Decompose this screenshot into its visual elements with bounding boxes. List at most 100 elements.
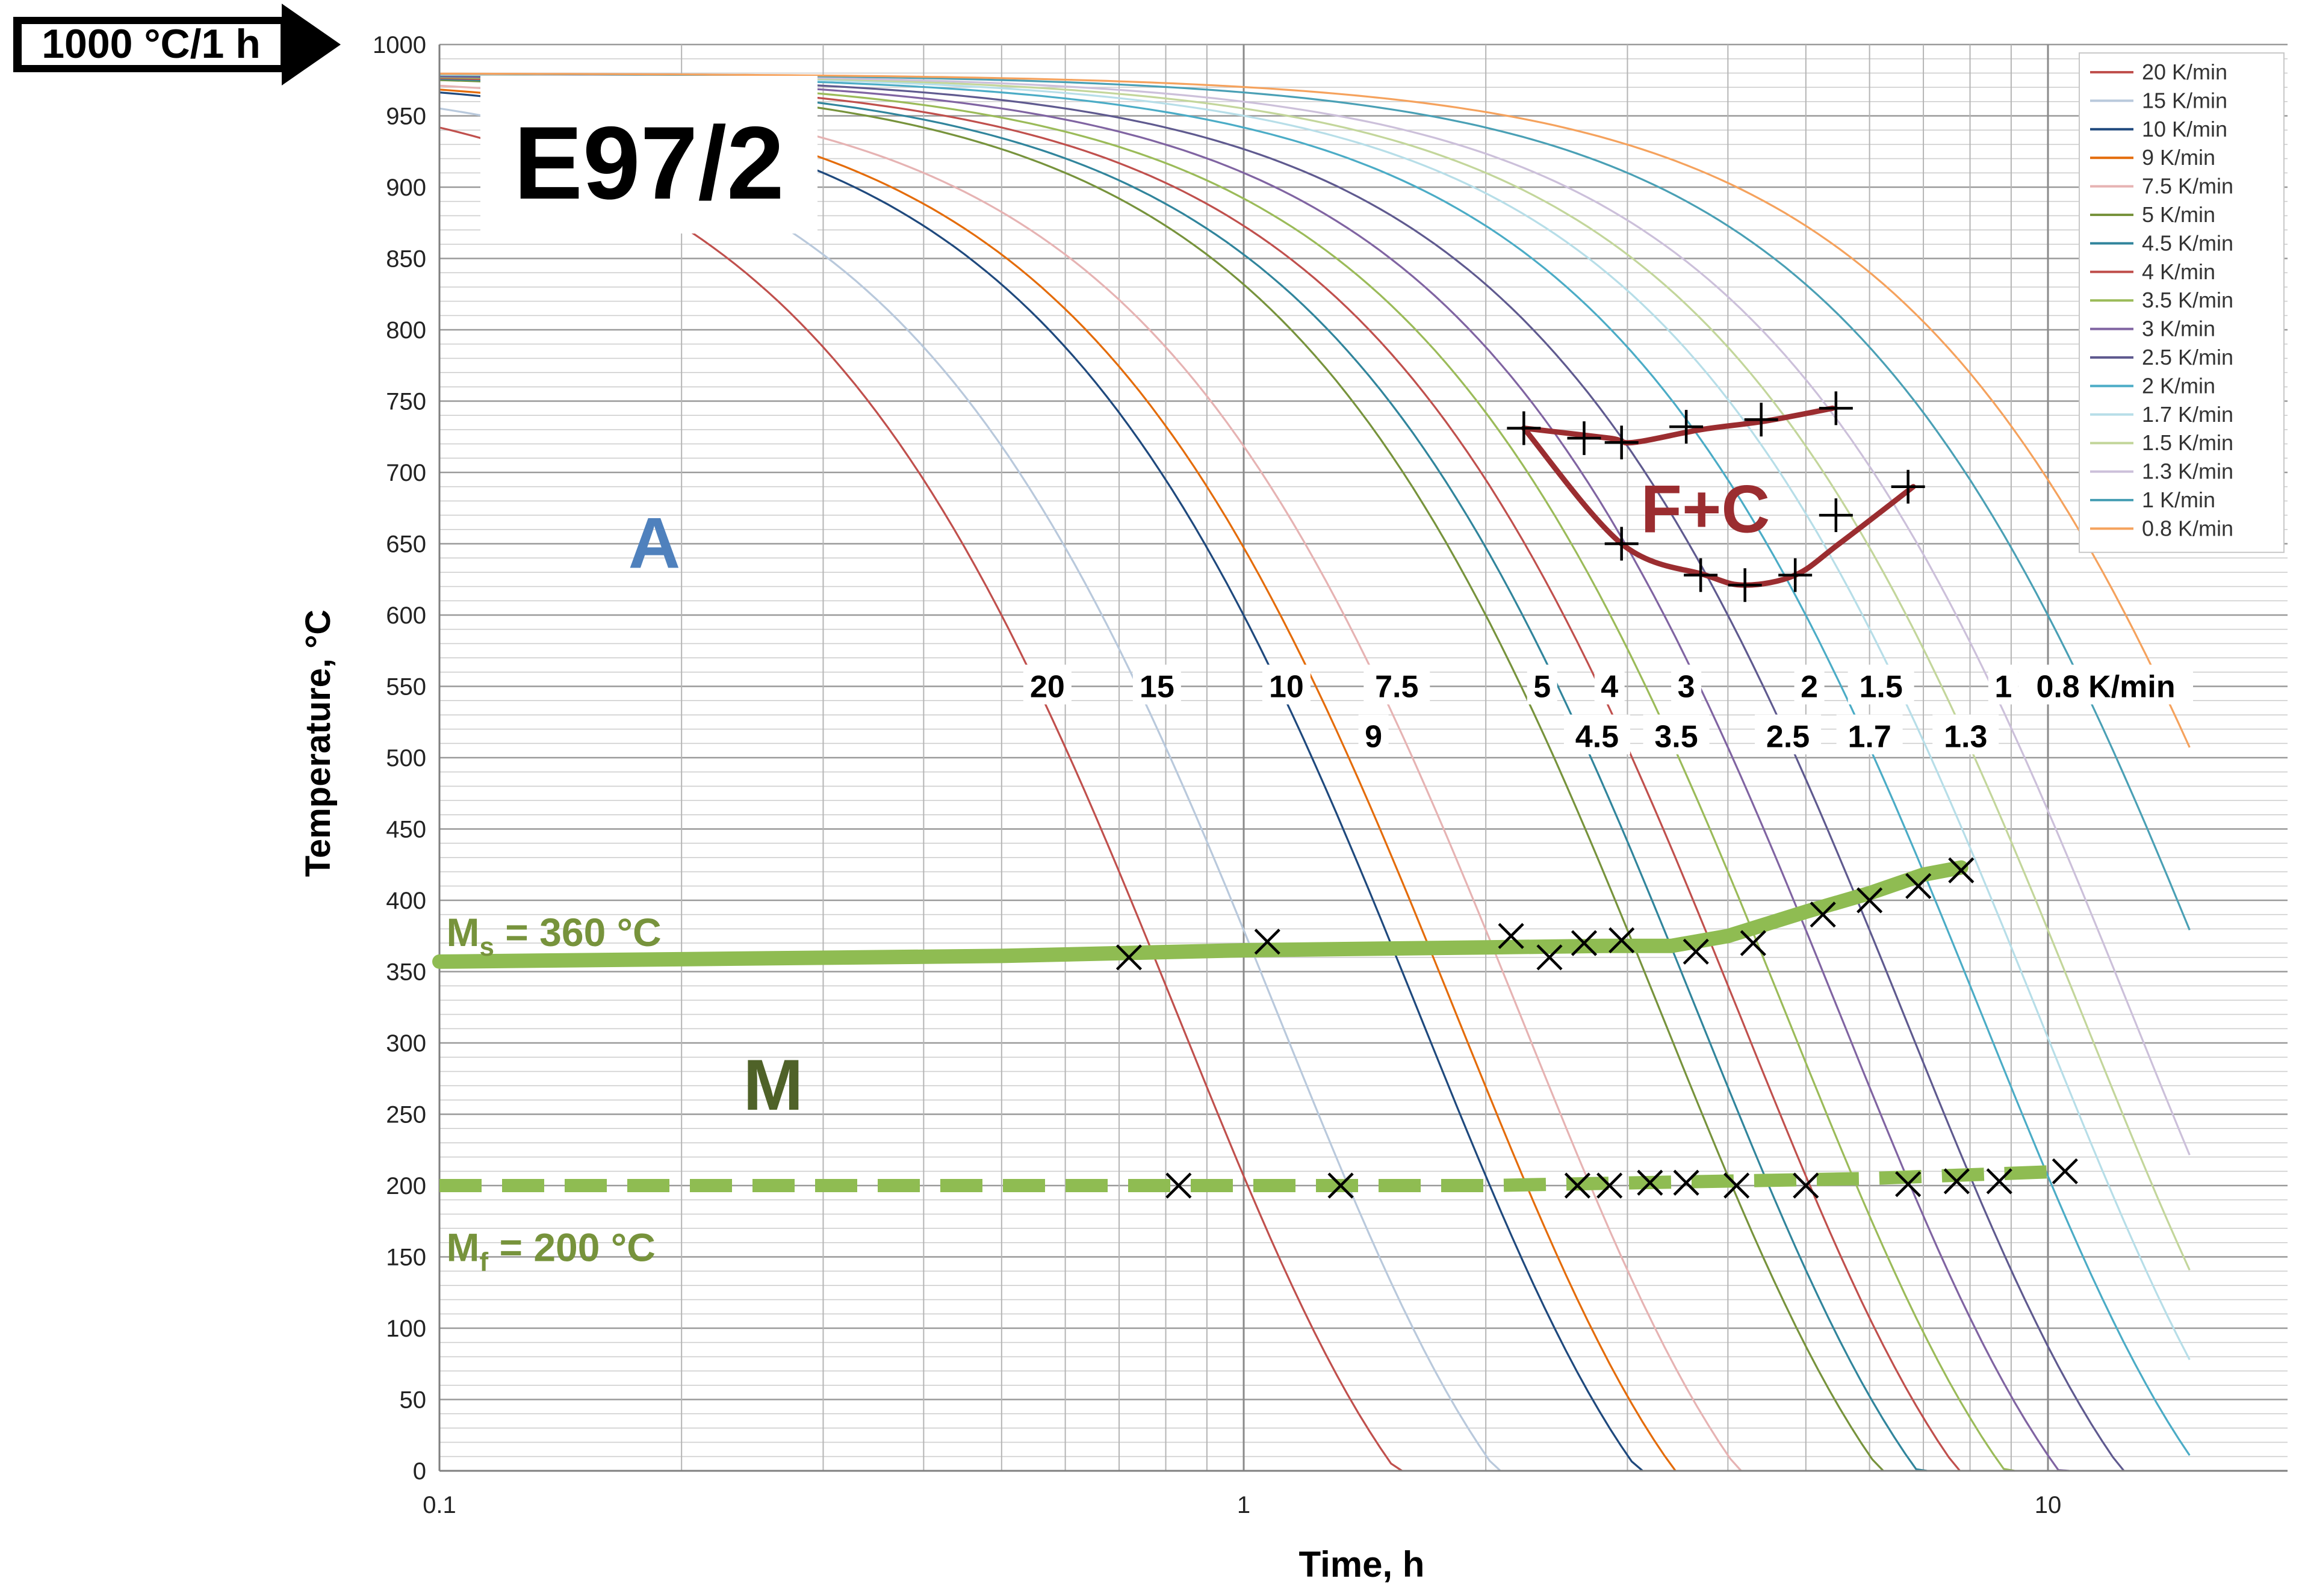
- phase-label: F+C: [1641, 471, 1770, 546]
- marker-stroke: [1683, 938, 1709, 965]
- marker-stroke: [1165, 1172, 1192, 1199]
- marker-stroke: [1857, 887, 1883, 914]
- ms-marker: [1810, 902, 1836, 928]
- rate-label: 1.3: [1944, 719, 1987, 754]
- legend-entry: 1.7 K/min: [2142, 402, 2233, 427]
- ms-marker: [1683, 938, 1709, 965]
- marker-stroke: [2052, 1158, 2078, 1184]
- rate-label: 15: [1140, 670, 1174, 705]
- mf-marker: [1564, 1172, 1590, 1199]
- sample-label-box: E97/2: [480, 76, 817, 234]
- marker-stroke: [1536, 944, 1563, 971]
- y-tick-label: 850: [386, 246, 426, 273]
- y-tick-label: 100: [386, 1316, 426, 1342]
- x-tick-label: 10: [2035, 1492, 2062, 1518]
- legend-entry: 20 K/min: [2142, 60, 2227, 84]
- legend-entry: 7.5 K/min: [2142, 174, 2233, 199]
- rate-label: 1: [1994, 670, 2012, 705]
- legend-entry: 4 K/min: [2142, 259, 2215, 284]
- ms-marker: [1740, 930, 1766, 956]
- legend-entry: 1.5 K/min: [2142, 430, 2233, 455]
- rate-label-bg: [1794, 664, 1825, 705]
- rate-label-bg: [1643, 714, 1710, 755]
- y-tick-label: 800: [386, 317, 426, 344]
- mf-marker: [1793, 1172, 1819, 1199]
- y-tick-label: 950: [386, 104, 426, 130]
- rate-label-bg: [1132, 664, 1181, 705]
- y-tick-label: 300: [386, 1030, 426, 1057]
- mf-marker: [2052, 1158, 2078, 1184]
- phase-label: A: [628, 503, 681, 584]
- rate-label: 5: [1533, 670, 1551, 705]
- marker-stroke: [1673, 1169, 1699, 1196]
- cooling-curve: [439, 72, 2191, 748]
- legend-entry: 4.5 K/min: [2142, 230, 2233, 255]
- y-tick-label: 200: [386, 1173, 426, 1199]
- legend-entry: 10 K/min: [2142, 117, 2227, 141]
- axes: 0 50 100 150 200 250 300 350 400 450 500 550 600 650 7…: [373, 32, 2288, 1518]
- rate-label-bg: [1847, 664, 1914, 705]
- legend-entry: 2.5 K/min: [2142, 345, 2233, 370]
- fc-marker: [1567, 421, 1601, 456]
- y-tick-label: 600: [386, 602, 426, 629]
- marker-stroke: [1571, 930, 1598, 956]
- rate-label-bg: [1262, 664, 1311, 705]
- ms-marker: [1498, 923, 1524, 949]
- rate-label: 2.5: [1766, 719, 1810, 754]
- rate-label: 20: [1030, 670, 1065, 705]
- rate-label-bg: [1364, 664, 1430, 705]
- mf-marker: [1596, 1172, 1623, 1199]
- rate-label-bg: [1594, 664, 1625, 705]
- mf-marker: [1673, 1169, 1699, 1196]
- rate-label-bg: [1755, 714, 1822, 755]
- y-tick-label: 150: [386, 1245, 426, 1271]
- ms-line: [432, 860, 1968, 969]
- ms-label: Ms = 360 °C: [446, 910, 661, 962]
- mf-marker: [1637, 1169, 1663, 1196]
- marker-stroke: [1740, 930, 1766, 956]
- ms-marker: [1536, 944, 1563, 971]
- fc-marker: [1669, 410, 1704, 444]
- legend-entry: 3.5 K/min: [2142, 288, 2233, 312]
- x-tick-label: 1: [1237, 1492, 1250, 1518]
- mf-marker: [1943, 1168, 1970, 1195]
- grid-lines: [438, 43, 2288, 1472]
- ms-marker: [1948, 857, 1975, 883]
- marker-stroke: [1986, 1168, 2012, 1195]
- marker-stroke: [1793, 1172, 1819, 1199]
- rate-label-bg: [1836, 714, 1903, 755]
- y-tick-label: 650: [386, 531, 426, 558]
- x-axis-label: Time, h: [1299, 1544, 1425, 1585]
- rate-label: 0.8 K/min: [2036, 670, 2175, 705]
- marker-stroke: [1596, 1172, 1623, 1199]
- fc-marker: [1891, 469, 1925, 504]
- fc-marker: [1604, 425, 1639, 460]
- marker-stroke: [1895, 1171, 1922, 1198]
- fc-marker: [1819, 498, 1853, 533]
- phase-label: M: [743, 1045, 803, 1125]
- x-tick-label: 0.1: [423, 1492, 456, 1518]
- legend-entry: 9 K/min: [2142, 145, 2215, 170]
- y-tick-label: 550: [386, 674, 426, 701]
- mf-line: [439, 1165, 2065, 1192]
- mf-marker: [1165, 1172, 1192, 1199]
- marker-stroke: [1254, 929, 1280, 955]
- marker-stroke: [1327, 1172, 1354, 1199]
- marker-stroke: [1115, 944, 1142, 971]
- y-axis-label: Temperature, °C: [299, 610, 338, 877]
- fc-marker: [1728, 568, 1762, 602]
- transformation-lines: [432, 391, 2078, 1199]
- rate-label: 3.5: [1654, 719, 1698, 754]
- marker-stroke: [1564, 1172, 1590, 1199]
- rate-label-bg: [1563, 714, 1630, 755]
- rate-label-bg: [2018, 664, 2194, 705]
- rate-label: 2: [1801, 670, 1818, 705]
- heat-treatment-label: 1000 °C/1 h: [42, 21, 261, 67]
- ms-marker: [1115, 944, 1142, 971]
- heat-treatment-box: 1000 °C/1 h: [13, 4, 341, 85]
- y-tick-label: 700: [386, 460, 426, 486]
- marker-stroke: [1637, 1169, 1663, 1196]
- rate-label: 10: [1269, 670, 1304, 705]
- y-tick-label: 350: [386, 959, 426, 986]
- fc-marker: [1507, 411, 1541, 445]
